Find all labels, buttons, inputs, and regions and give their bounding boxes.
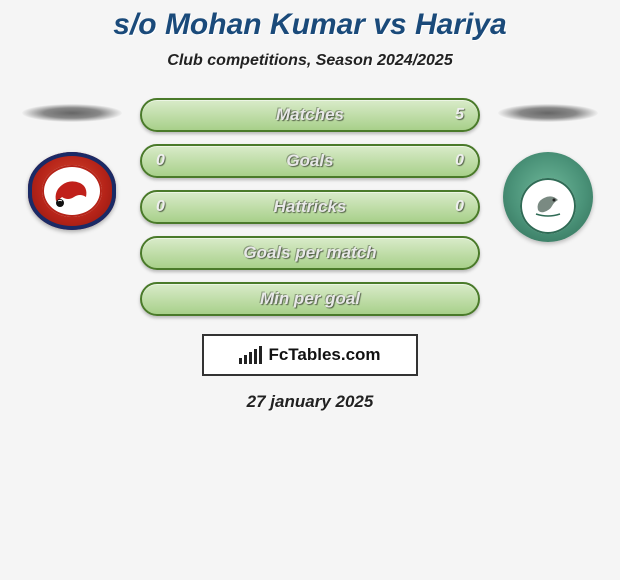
club-logo-right-inner [520, 178, 576, 234]
stat-right-value: 0 [455, 192, 464, 222]
stat-row-min-per-goal: Min per goal [140, 282, 480, 316]
stats-column: Matches 5 0 Goals 0 0 Hattricks 0 Goals … [140, 98, 480, 316]
bird-icon [530, 188, 566, 224]
stat-row-hattricks: 0 Hattricks 0 [140, 190, 480, 224]
stat-right-value: 0 [455, 146, 464, 176]
bars-icon [239, 346, 262, 364]
right-side [498, 98, 598, 242]
stat-left-value: 0 [156, 192, 165, 222]
stat-row-goals: 0 Goals 0 [140, 144, 480, 178]
stat-label: Hattricks [274, 197, 347, 217]
club-logo-left[interactable] [28, 152, 116, 230]
comparison-card: s/o Mohan Kumar vs Hariya Club competiti… [0, 0, 620, 412]
club-logo-right[interactable] [503, 152, 593, 242]
branding-text: FcTables.com [268, 345, 380, 365]
left-side [22, 98, 122, 230]
stat-label: Goals [286, 151, 333, 171]
bar [249, 352, 252, 364]
season-subtitle: Club competitions, Season 2024/2025 [0, 52, 620, 70]
dragon-icon [50, 171, 94, 211]
player-shadow-left [22, 104, 122, 122]
player-shadow-right [498, 104, 598, 122]
main-row: Matches 5 0 Goals 0 0 Hattricks 0 Goals … [0, 98, 620, 316]
date-label: 27 january 2025 [0, 392, 620, 412]
stat-label: Goals per match [243, 243, 376, 263]
page-title: s/o Mohan Kumar vs Hariya [0, 8, 620, 42]
bar [254, 349, 257, 364]
branding-box[interactable]: FcTables.com [202, 334, 418, 376]
stat-label: Min per goal [260, 289, 360, 309]
stat-right-value: 5 [455, 100, 464, 130]
stat-row-goals-per-match: Goals per match [140, 236, 480, 270]
bar [244, 355, 247, 364]
stat-left-value: 0 [156, 146, 165, 176]
club-logo-left-inner [42, 165, 102, 217]
bar [259, 346, 262, 364]
bar [239, 358, 242, 364]
stat-label: Matches [276, 105, 344, 125]
stat-row-matches: Matches 5 [140, 98, 480, 132]
